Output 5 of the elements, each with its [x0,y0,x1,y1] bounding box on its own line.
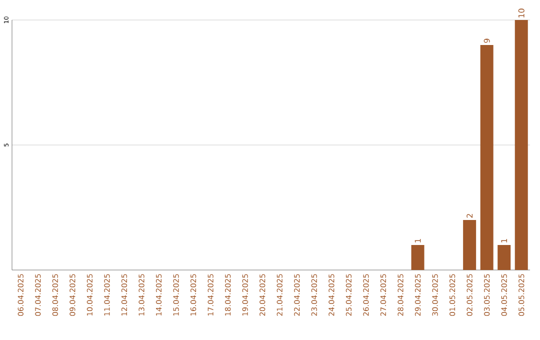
bar [463,220,476,270]
bar [411,245,424,270]
bar [480,44,494,270]
bar [514,20,528,270]
bar [498,245,511,270]
